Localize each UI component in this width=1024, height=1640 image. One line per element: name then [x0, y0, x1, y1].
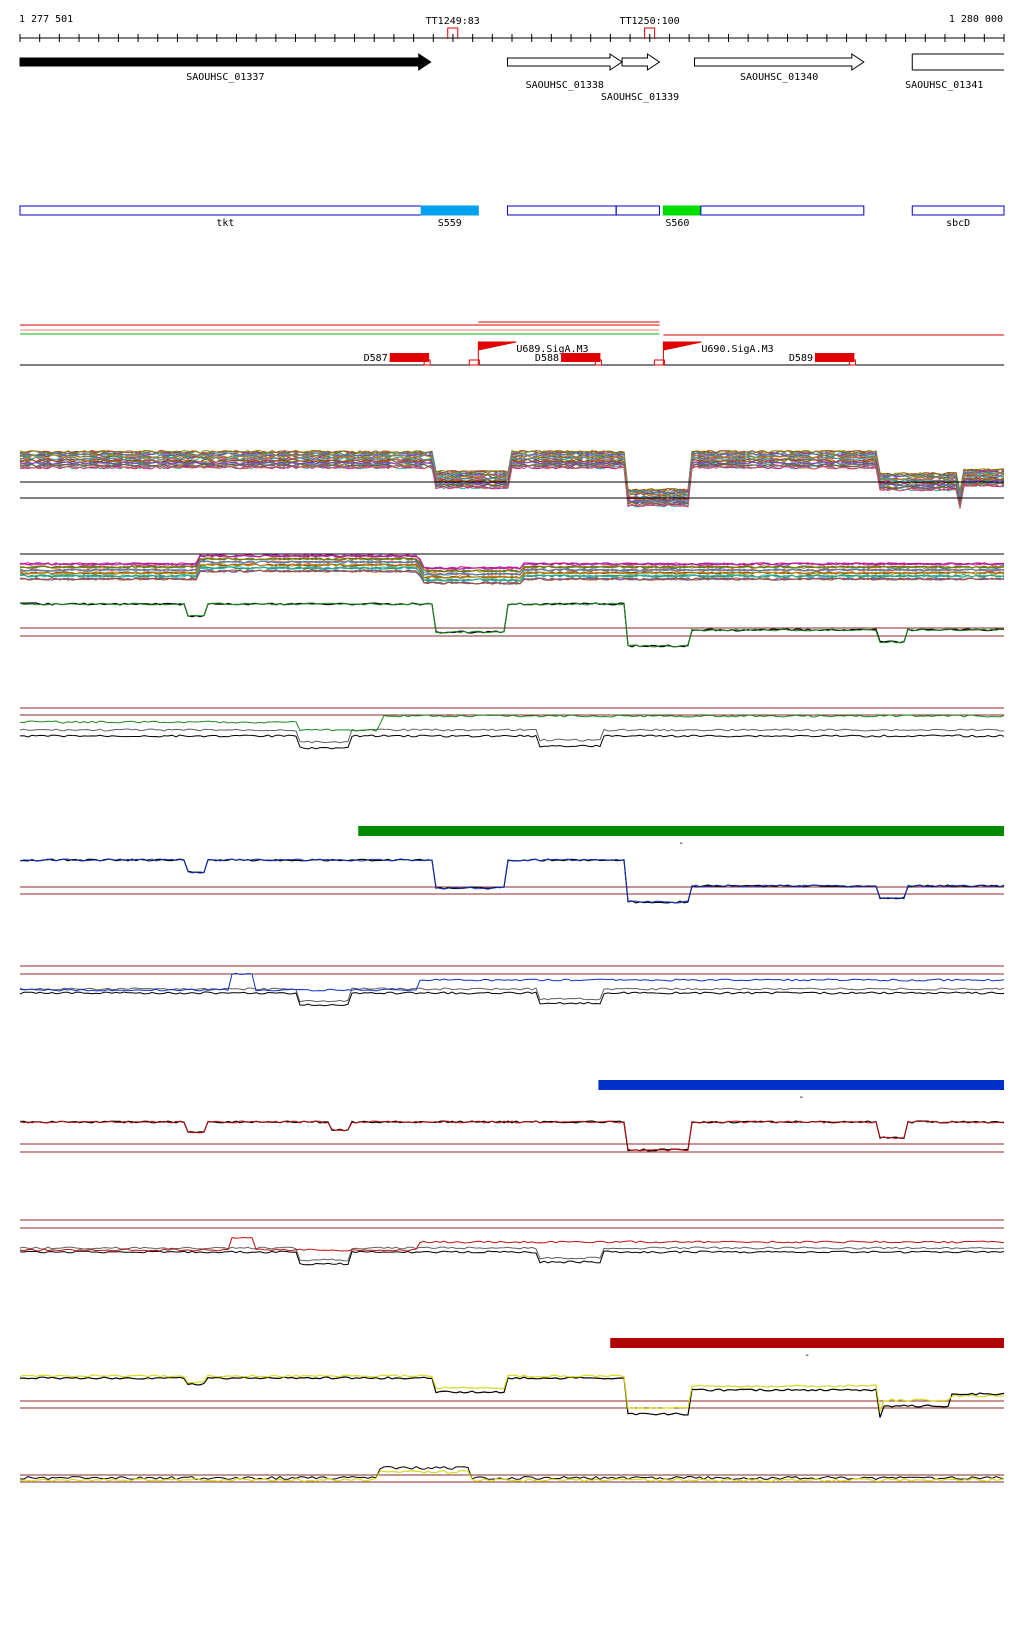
ruler-end-label: 1 280 000	[949, 14, 1003, 25]
terminator-icon	[447, 27, 459, 39]
condition-bar[interactable]	[358, 826, 1005, 836]
gene-label: SAOUHSC_01341	[905, 80, 983, 91]
feature-track: U689.SigA.M3 U690.SigA.M3 D587 D588 D589	[20, 321, 1004, 366]
condition-bar-label: -	[804, 1350, 810, 1361]
sample-line	[19, 460, 1005, 504]
terminator-icon	[644, 27, 656, 39]
expression-profile	[19, 1374, 1004, 1413]
gene-arrow[interactable]	[19, 53, 432, 71]
promoter-label: U690.SigA.M3	[701, 344, 773, 355]
reference-profile	[19, 1246, 1004, 1262]
reference-profile	[19, 1250, 1005, 1266]
terminator-label: TT1250:100	[620, 16, 680, 27]
reference-profile	[19, 728, 1005, 744]
sample-line	[19, 569, 1005, 585]
annotation-track: tkt S559 S560 sbcD	[19, 205, 1005, 229]
expression-profile	[19, 1236, 1005, 1252]
sample-line	[19, 563, 1005, 579]
gene-arrow[interactable]	[506, 53, 623, 71]
condition-bar-label: -	[798, 1092, 804, 1103]
gene-arrow[interactable]	[621, 53, 661, 71]
sample-line	[19, 557, 1005, 573]
sample-line	[19, 458, 1005, 502]
downregulated-block[interactable]	[814, 353, 855, 362]
sample-line	[19, 465, 1005, 508]
annotation-label: S560	[665, 218, 689, 229]
annotation-box[interactable]	[420, 205, 479, 216]
promoter-label: U689.SigA.M3	[516, 344, 588, 355]
downregulated-label: D587	[364, 353, 388, 364]
annotation-label: tkt	[216, 218, 234, 229]
condition-bar[interactable]	[598, 1080, 1004, 1090]
expression-profile	[19, 1469, 1005, 1483]
coordinate-ruler: 1 277 501 1 280 000 TT1249:83 TT1250:100	[19, 14, 1005, 42]
annotation-box[interactable]	[911, 205, 1005, 216]
sample-line	[19, 465, 1005, 509]
ruler-ticks	[19, 34, 1005, 42]
multi-sample-profile	[19, 449, 1005, 585]
sample-line	[19, 560, 1005, 576]
downregulated-end-marker	[423, 359, 431, 366]
gene-label: SAOUHSC_01340	[740, 72, 818, 83]
expression-profile	[19, 1120, 1005, 1152]
annotation-box[interactable]	[506, 205, 617, 216]
promoter-flag-icon	[662, 341, 702, 365]
terminator-markers: TT1249:83 TT1250:100	[426, 16, 680, 39]
reference-profile	[19, 734, 1005, 750]
sample-line	[19, 465, 1005, 509]
sample-line	[19, 450, 1005, 492]
downregulated-label: D589	[789, 353, 813, 364]
reference-profile	[19, 987, 1005, 1003]
annotation-label: sbcD	[946, 218, 970, 229]
sample-line	[19, 463, 1005, 506]
annotation-box[interactable]	[662, 205, 702, 216]
reference-profile	[20, 602, 1005, 648]
reference-profile	[19, 1120, 1004, 1152]
expression-profile	[19, 972, 1005, 992]
promoter-flag-icon	[477, 341, 517, 365]
annotation-box[interactable]	[700, 205, 865, 216]
annotation-box[interactable]	[615, 205, 660, 216]
reference-profile	[19, 991, 1005, 1007]
gene-label: SAOUHSC_01339	[601, 92, 679, 103]
annotation-box[interactable]	[19, 205, 432, 216]
reference-profile	[19, 1465, 1005, 1481]
condition-bar[interactable]	[610, 1338, 1004, 1348]
gene-arrow[interactable]	[911, 53, 1004, 71]
downregulated-end-marker	[594, 359, 602, 366]
tss-marker	[653, 359, 665, 366]
sample-line	[19, 456, 1005, 499]
reference-profile	[19, 858, 1005, 904]
expression-profile	[19, 602, 1005, 648]
downregulated-end-marker	[848, 359, 856, 366]
sample-line	[19, 566, 1005, 582]
downregulated-label: D588	[535, 353, 559, 364]
sample-line	[19, 554, 1005, 570]
sample-line	[19, 454, 1005, 497]
condition-bar-label: -	[678, 838, 684, 849]
expression-profile	[19, 858, 1005, 904]
expression-profile	[19, 714, 1005, 732]
reference-profile	[19, 1376, 1005, 1418]
ruler-start-label: 1 277 501	[19, 14, 73, 25]
sample-line	[19, 452, 1005, 496]
gene-label: SAOUHSC_01338	[526, 80, 604, 91]
downregulated-block[interactable]	[389, 353, 430, 362]
annotation-label: S559	[438, 218, 462, 229]
gene-arrow[interactable]	[694, 53, 865, 71]
downregulated-block[interactable]	[561, 353, 601, 362]
terminator-label: TT1249:83	[426, 16, 480, 27]
tss-marker	[468, 359, 480, 366]
gene-label: SAOUHSC_01337	[186, 72, 264, 83]
expression-profiles: - - -	[19, 602, 1005, 1483]
